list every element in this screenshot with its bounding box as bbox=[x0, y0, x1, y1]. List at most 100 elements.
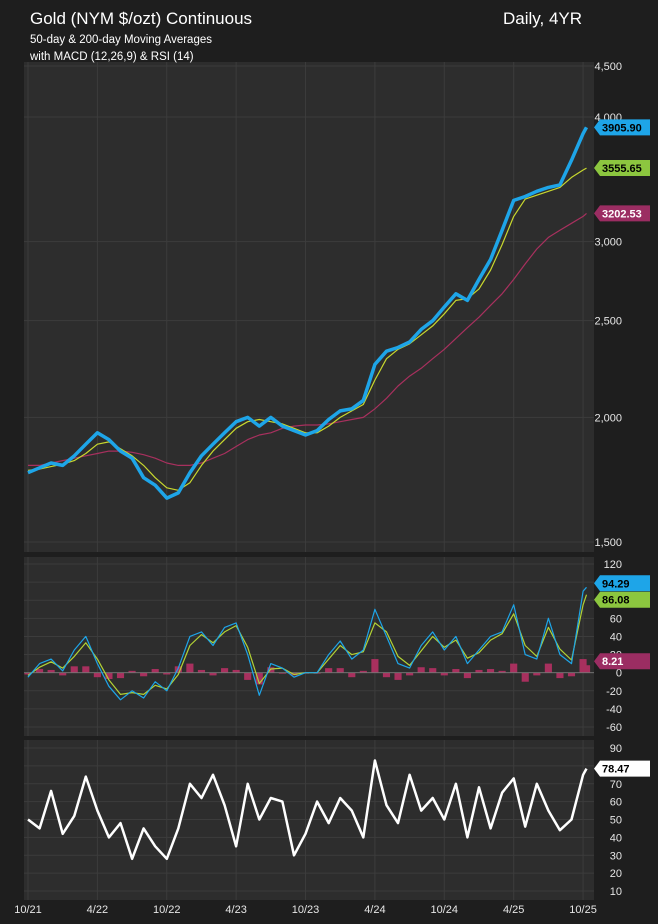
macd-histogram-bar bbox=[267, 667, 275, 673]
rsi-last-value-tag: 78.47 bbox=[594, 760, 650, 777]
macd-histogram-bar bbox=[325, 668, 333, 673]
macd-histogram-bar bbox=[382, 672, 391, 678]
chart-title: Gold (NYM $/ozt) Continuous bbox=[30, 9, 253, 28]
ma200-tag-box bbox=[594, 205, 650, 222]
macd_line-tag-label: 94.29 bbox=[602, 578, 630, 590]
rsi-tag-box bbox=[594, 760, 650, 777]
macd-y-tick-label: -20 bbox=[606, 686, 622, 698]
macd-histogram-bar bbox=[255, 672, 263, 685]
macd_line-series-line bbox=[27, 586, 587, 701]
macd-histogram-bar bbox=[371, 659, 379, 673]
macd-y-tick-label: 60 bbox=[610, 613, 622, 625]
macd-histogram-bar bbox=[486, 669, 495, 673]
macd-histogram-bar bbox=[440, 672, 448, 676]
macd-histogram-bar bbox=[475, 669, 483, 673]
signal_line-tag-box bbox=[594, 591, 650, 608]
macd-histogram-bar bbox=[244, 672, 252, 680]
x-tick-label: 4/25 bbox=[503, 904, 524, 916]
chart-period: Daily, 4YR bbox=[503, 9, 583, 28]
ma50-tag-label: 3555.65 bbox=[602, 163, 642, 175]
rsi-y-tick-label: 10 bbox=[610, 886, 622, 898]
histogram-tag-box bbox=[594, 653, 650, 670]
macd-panel bbox=[24, 557, 594, 736]
macd-histogram-bar bbox=[47, 669, 55, 673]
macd-histogram-bar bbox=[59, 672, 67, 676]
chart-subtitle-indicators: with MACD (12,26,9) & RSI (14) bbox=[30, 51, 194, 63]
chart-subtitle-ma: 50-day & 200-day Moving Averages bbox=[30, 34, 212, 46]
macd-histogram-bar bbox=[336, 668, 344, 673]
macd-y-tick-label: 40 bbox=[610, 631, 622, 643]
macd-histogram-bar bbox=[70, 666, 78, 673]
macd-y-tick-label: -40 bbox=[606, 704, 622, 716]
macd-histogram-bar bbox=[429, 668, 437, 673]
macd-histogram-bar bbox=[544, 663, 552, 673]
macd-histogram-bar bbox=[209, 672, 217, 676]
price-y-tick-label: 1,500 bbox=[594, 537, 622, 549]
rsi-y-tick-label: 90 bbox=[610, 743, 622, 755]
x-tick-label: 10/22 bbox=[153, 904, 181, 916]
macd-histogram-bar bbox=[232, 669, 240, 673]
price-y-tick-label: 3,000 bbox=[594, 237, 622, 249]
x-tick-label: 4/23 bbox=[225, 904, 246, 916]
macd-histogram-bar bbox=[582, 665, 591, 673]
x-tick-label: 10/25 bbox=[569, 904, 597, 916]
rsi-y-tick-label: 40 bbox=[610, 832, 622, 844]
price-y-tick-label: 2,000 bbox=[594, 412, 622, 424]
macd-histogram-bar bbox=[186, 663, 194, 673]
rsi-y-tick-label: 70 bbox=[610, 779, 622, 791]
histogram-tag-label: 8.21 bbox=[602, 656, 623, 668]
x-tick-label: 10/23 bbox=[292, 904, 320, 916]
macd-histogram-bar bbox=[556, 672, 564, 679]
price-panel bbox=[24, 62, 594, 552]
macd-histogram-bar bbox=[406, 672, 414, 676]
macd-histogram-bar bbox=[24, 672, 32, 675]
macd-histogram-bar bbox=[463, 672, 471, 679]
ma200-tag-label: 3202.53 bbox=[602, 208, 642, 220]
ma200-last-value-tag: 3202.53 bbox=[594, 205, 650, 222]
rsi-y-tick-label: 50 bbox=[610, 815, 622, 827]
macd-histogram-bar bbox=[197, 669, 206, 673]
macd-histogram-bar bbox=[163, 672, 171, 675]
macd-histogram-bar bbox=[521, 672, 529, 682]
macd-y-tick-label: 120 bbox=[604, 559, 622, 571]
macd-histogram-bar bbox=[278, 672, 286, 674]
rsi-tag-label: 78.47 bbox=[602, 764, 630, 776]
macd-histogram-bar bbox=[105, 672, 113, 680]
macd-histogram-bar bbox=[151, 669, 159, 673]
rsi-series-line bbox=[27, 759, 588, 861]
macd-histogram-bar bbox=[93, 672, 101, 678]
macd-y-tick-label: 0 bbox=[616, 668, 622, 680]
price-last-value-tag: 3905.90 bbox=[594, 119, 650, 136]
macd-histogram-bar bbox=[36, 669, 44, 673]
macd-histogram-bar bbox=[82, 666, 90, 673]
macd_line-last-value-tag: 94.29 bbox=[594, 575, 650, 592]
macd-histogram-bar bbox=[174, 666, 182, 673]
macd-histogram-bar bbox=[567, 672, 576, 677]
macd-histogram-bar bbox=[359, 670, 367, 673]
x-tick-label: 10/21 bbox=[14, 904, 42, 916]
rsi-y-tick-label: 30 bbox=[610, 850, 622, 862]
macd-y-tick-label: -60 bbox=[606, 722, 622, 734]
macd-histogram-bar bbox=[221, 668, 229, 673]
macd-histogram-bar bbox=[533, 672, 541, 676]
signal_line-tag-label: 86.08 bbox=[602, 595, 630, 607]
histogram-last-value-tag: 8.21 bbox=[594, 653, 650, 670]
x-tick-label: 10/24 bbox=[431, 904, 459, 916]
macd-histogram-bar bbox=[116, 672, 125, 679]
macd-histogram-bar bbox=[417, 667, 425, 673]
x-tick-label: 4/22 bbox=[87, 904, 108, 916]
rsi-y-tick-label: 20 bbox=[610, 868, 622, 880]
price-tag-label: 3905.90 bbox=[602, 122, 642, 134]
macd-histogram-bar bbox=[510, 663, 518, 673]
rsi-y-tick-label: 60 bbox=[610, 797, 622, 809]
ma50-last-value-tag: 3555.65 bbox=[594, 160, 650, 177]
macd-histogram-bar bbox=[128, 670, 136, 673]
macd_line-tag-box bbox=[594, 575, 650, 592]
macd-histogram-bar bbox=[348, 672, 356, 678]
macd-histogram-bar bbox=[452, 669, 460, 673]
price-y-tick-label: 4,500 bbox=[594, 61, 622, 73]
price-tag-box bbox=[594, 119, 650, 136]
macd-histogram-bar bbox=[394, 672, 402, 680]
x-tick-label: 4/24 bbox=[364, 904, 385, 916]
